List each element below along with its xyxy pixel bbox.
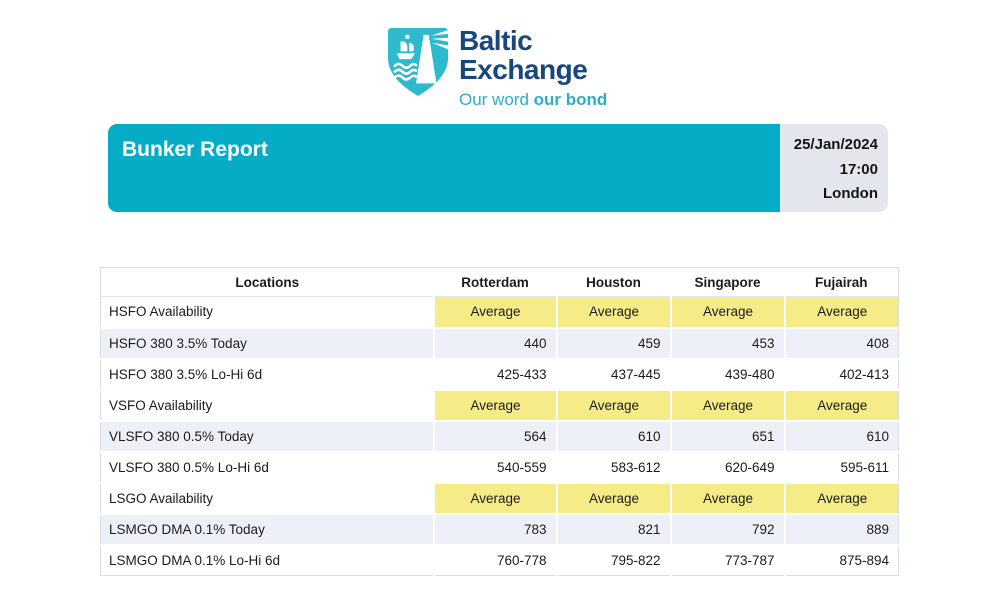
availability-cell: Average [432,296,557,329]
report-header-band: Bunker Report 25/Jan/2024 17:00 London [108,124,888,212]
value-cell: 889 [783,513,899,546]
value-cell: 439-480 [669,358,785,391]
column-header-singapore: Singapore [670,267,785,297]
value-cell: 402-413 [783,358,899,391]
row-label: HSFO Availability [100,296,434,329]
report-title-bar: Bunker Report [108,124,780,212]
logo-text: Baltic Exchange Our word our bond [459,26,607,110]
column-header-houston: Houston [556,267,671,297]
page-title: Bunker Report [122,138,268,161]
availability-cell: Average [432,482,557,515]
availability-cell: Average [432,389,557,422]
row-label: LSGO Availability [100,482,434,515]
value-cell: 453 [669,327,785,360]
table-row: VSFO Availability Average Average Average Av… [100,389,899,422]
column-header-rotterdam: Rotterdam [433,267,557,297]
table-row: LSMGO DMA 0.1% Lo-Hi 6d 760-778 795-822 773… [100,544,899,576]
column-header-locations: Locations [100,267,434,297]
value-cell: 408 [783,327,899,360]
availability-cell: Average [555,389,671,422]
availability-cell: Average [669,482,785,515]
table-row: VLSFO 380 0.5% Today 564 610 651 610 [100,420,899,453]
column-header-fujairah: Fujairah [784,267,899,297]
value-cell: 610 [783,420,899,453]
row-label: LSMGO DMA 0.1% Today [100,513,434,546]
table-row: LSGO Availability Average Average Average Av… [100,482,899,515]
value-cell: 437-445 [555,358,671,391]
value-cell: 595-611 [783,451,899,484]
value-cell: 440 [432,327,557,360]
report-date: 25/Jan/2024 [793,136,878,153]
value-cell: 821 [555,513,671,546]
value-cell: 620-649 [669,451,785,484]
row-label: VSFO Availability [100,389,434,422]
availability-cell: Average [555,482,671,515]
table-row: LSMGO DMA 0.1% Today 783 821 792 889 [100,513,899,546]
table-header-row: Locations Rotterdam Houston Singapore Fujair… [100,267,899,297]
value-cell: 425-433 [432,358,557,391]
availability-cell: Average [669,296,785,329]
tagline-regular: Our word [459,90,534,109]
availability-cell: Average [669,389,785,422]
value-cell: 583-612 [555,451,671,484]
value-cell: 875-894 [783,544,899,576]
tagline-bold: our bond [533,90,608,109]
row-label: VLSFO 380 0.5% Lo-Hi 6d [100,451,434,484]
bunker-prices-table: Locations Rotterdam Houston Singapore Fujair… [100,267,899,576]
table-row: HSFO 380 3.5% Lo-Hi 6d 425-433 437-445 439-… [100,358,899,391]
value-cell: 760-778 [432,544,557,576]
row-label: HSFO 380 3.5% Today [100,327,434,360]
value-cell: 783 [432,513,557,546]
row-label: LSMGO DMA 0.1% Lo-Hi 6d [100,544,434,576]
lighthouse-ship-shield-icon [387,28,449,96]
availability-cell: Average [555,296,671,329]
table-row: HSFO Availability Average Average Average Av… [100,296,899,329]
value-cell: 651 [669,420,785,453]
value-cell: 792 [669,513,785,546]
table-row: HSFO 380 3.5% Today 440 459 453 408 [100,327,899,360]
report-datetime-box: 25/Jan/2024 17:00 London [780,124,888,212]
report-time: 17:00 [839,160,878,178]
brand-name-line2: Exchange [459,54,588,85]
brand-name-line1: Baltic [459,25,533,56]
row-label: HSFO 380 3.5% Lo-Hi 6d [100,358,434,391]
table-row: VLSFO 380 0.5% Lo-Hi 6d 540-559 583-612 620… [100,451,899,484]
baltic-exchange-logo: Baltic Exchange Our word our bond [386,26,607,110]
value-cell: 773-787 [669,544,785,576]
row-label: VLSFO 380 0.5% Today [100,420,434,453]
value-cell: 795-822 [555,544,671,576]
availability-cell: Average [783,389,899,422]
availability-cell: Average [783,296,899,329]
brand-tagline: Our word our bond [459,90,607,110]
value-cell: 540-559 [432,451,557,484]
value-cell: 459 [555,327,671,360]
value-cell: 610 [555,420,671,453]
report-city: London [823,185,878,202]
value-cell: 564 [432,420,557,453]
availability-cell: Average [783,482,899,515]
